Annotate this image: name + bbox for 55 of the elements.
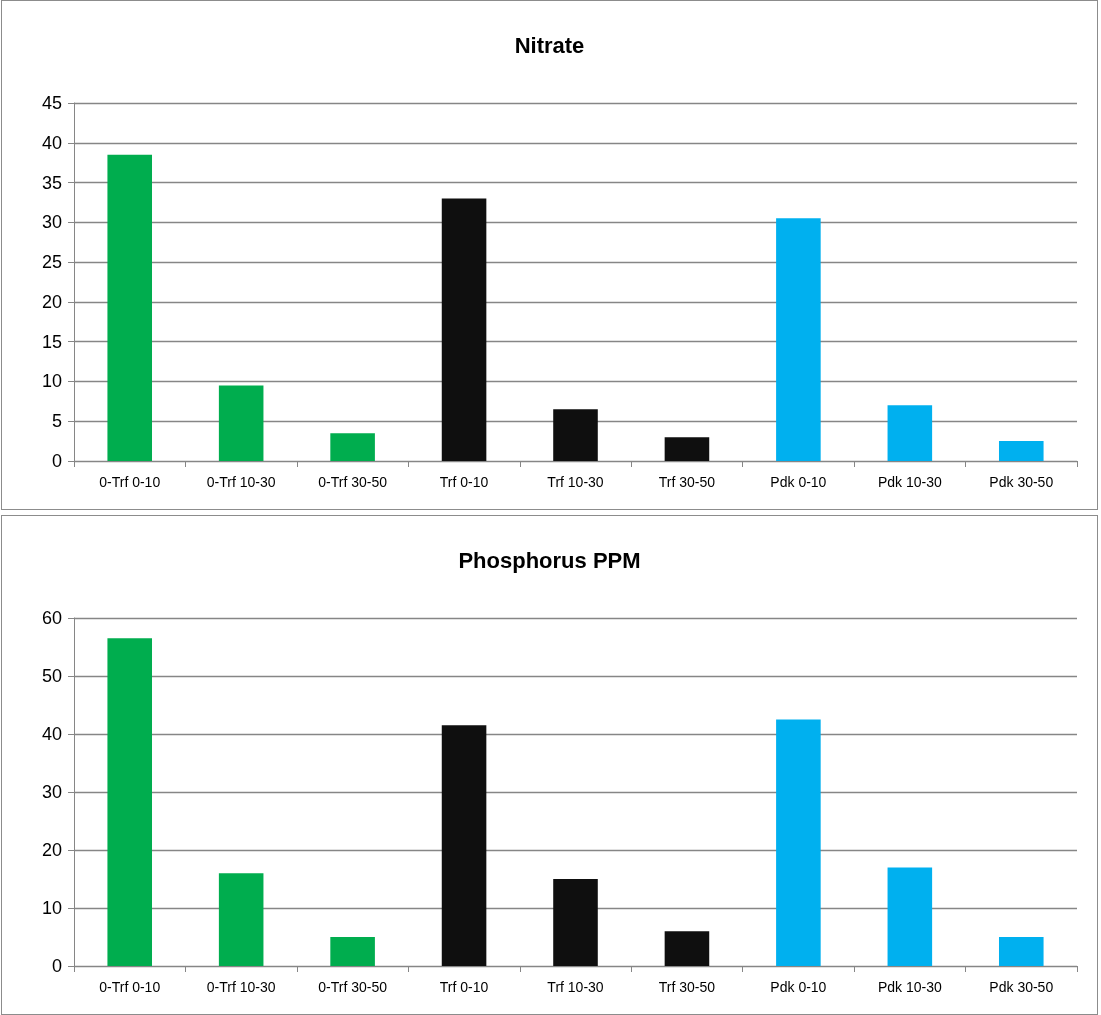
bar [218,385,264,461]
y-tick-label: 25 [41,252,62,273]
bar [887,867,933,966]
chart-title: Phosphorus PPM [458,547,641,573]
bar [776,719,821,966]
y-tick-label: 35 [41,172,62,193]
bar [664,437,710,461]
bar [330,433,375,461]
bar [998,937,1044,966]
x-tick-label: Pdk 0-10 [770,474,827,490]
x-tick-label: Trf 30-50 [658,979,716,995]
chart-title: Nitrate [514,32,585,58]
bar [776,218,821,461]
x-tick-label: 0-Trf 10-30 [206,474,276,490]
bar [553,409,598,461]
x-tick-label: Trf 10-30 [547,474,604,490]
x-tick-label: Pdk 30-50 [989,474,1054,490]
bar [553,879,598,966]
y-tick-label: 30 [41,782,62,802]
bar [218,873,264,966]
x-tick-label: Trf 30-50 [658,474,716,490]
y-tick-label: 10 [41,898,62,918]
x-tick-label: 0-Trf 30-50 [318,979,388,995]
y-tick-label: 40 [41,132,62,153]
x-tick-label: Pdk 10-30 [877,979,942,995]
y-tick-label: 10 [41,371,62,392]
x-tick-label: 0-Trf 0-10 [99,979,161,995]
x-tick-label: Pdk 0-10 [770,979,827,995]
x-tick-label: Trf 10-30 [547,979,604,995]
y-tick-label: 0 [51,956,62,976]
y-tick-label: 45 [41,93,62,113]
y-tick-label: 15 [41,331,62,352]
y-tick-label: 0 [51,451,62,471]
bar [330,937,375,966]
y-tick-label: 30 [41,212,62,233]
y-tick-label: 60 [41,608,62,628]
bar [107,154,153,461]
y-tick-label: 5 [51,411,62,432]
x-tick-label: Trf 0-10 [439,474,489,490]
x-tick-label: 0-Trf 30-50 [318,474,388,490]
x-tick-label: 0-Trf 10-30 [206,979,276,995]
y-tick-label: 40 [41,724,62,744]
bar [107,638,153,966]
bar [887,405,933,461]
y-tick-label: 20 [41,291,62,312]
bar [998,441,1044,461]
bar [441,198,487,461]
y-tick-label: 50 [41,666,62,686]
x-tick-label: 0-Trf 0-10 [99,474,161,490]
x-tick-label: Trf 0-10 [439,979,489,995]
y-tick-label: 20 [41,840,62,860]
bar [664,931,710,966]
x-tick-label: Pdk 10-30 [877,474,942,490]
bar [441,725,487,966]
x-tick-label: Pdk 30-50 [989,979,1054,995]
